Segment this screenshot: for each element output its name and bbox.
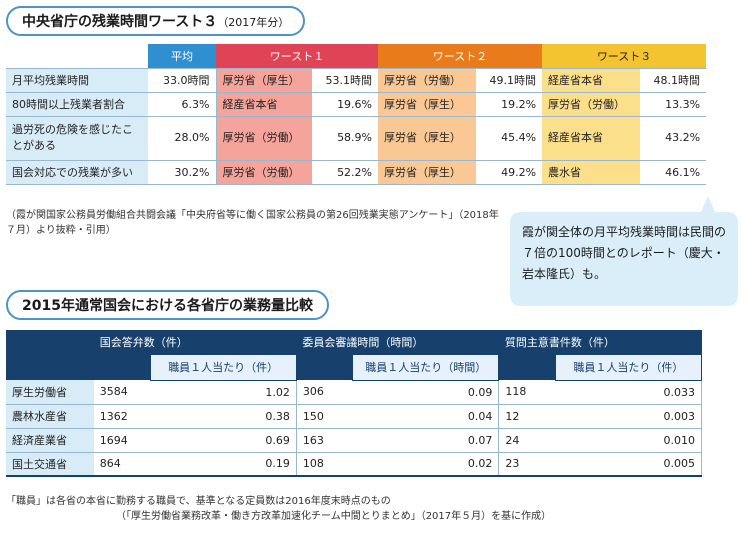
table1-source-note: （霞が関国家公務員労働組合共闘会議「中央府省等に働く国家公務員の第26回残業実態…: [6, 210, 499, 236]
hours-total: 108: [296, 452, 353, 477]
table-row: 80時間以上残業者割合 6.3% 経産省本省 19.6% 厚労省（厚生） 19.…: [6, 92, 707, 117]
note2-line2: （「厚生労働省業務改革・働き方改革加速化チーム中間とりまとめ」（2017年５月）…: [116, 511, 552, 522]
table2-title: 2015年通常国会における各省庁の業務量比較: [6, 290, 329, 320]
ministry-label: 厚生労働省: [6, 380, 94, 405]
worst3-ministry: 経産省本省: [542, 116, 641, 161]
answers-per-staff: 0.38: [150, 404, 297, 429]
answers-total: 1362: [93, 404, 151, 429]
worst3-value: 46.1%: [640, 160, 707, 185]
worst1-value: 52.2%: [312, 160, 379, 185]
worst1-value: 19.6%: [312, 92, 379, 117]
table-row: 月平均残業時間 33.0時間 厚労省（厚生） 53.1時間 厚労省（労働） 49…: [6, 68, 707, 93]
hours-per-staff: 0.09: [352, 380, 500, 405]
subheader-spacer: [93, 354, 151, 380]
worst1-ministry: 厚労省（厚生）: [216, 68, 312, 93]
worst2-ministry: 厚労省（労働）: [378, 68, 477, 93]
table-row: 過労死の危険を感じたことがある 28.0% 厚労省（労働） 58.9% 厚労省（…: [6, 116, 707, 161]
worst3-value: 48.1時間: [640, 68, 707, 93]
worst3-ministry: 厚労省（労働）: [542, 92, 641, 117]
worst3-ministry: 経産省本省: [542, 68, 641, 93]
overtime-worst3-table: 平均 ワースト１ ワースト２ ワースト３ 月平均残業時間 33.0時間 厚労省（…: [6, 44, 707, 185]
hours-total: 306: [296, 380, 353, 405]
hours-per-staff: 0.02: [352, 452, 500, 477]
worst2-value: 19.2%: [476, 92, 543, 117]
table2-header-blank: [6, 330, 94, 380]
table-row: 農林水産省 1362 0.38 150 0.04 12 0.003: [6, 404, 703, 429]
group-header-answers: 国会答弁数（件）: [93, 330, 297, 354]
worst1-value: 58.9%: [312, 116, 379, 161]
ministry-label: 国土交通省: [6, 452, 94, 477]
hours-total: 163: [296, 428, 353, 453]
subheader-per-staff: 職員１人当たり（時間）: [352, 353, 500, 381]
table1-header-row: 平均 ワースト１ ワースト２ ワースト３: [6, 44, 707, 69]
answers-per-staff: 0.69: [150, 428, 297, 453]
worst1-value: 53.1時間: [312, 68, 379, 93]
questions-per-staff: 0.003: [555, 404, 703, 429]
note2-line1: 「職員」は各省の本省に勤務する職員で、基準となる定員数は2016年度末時点のもの: [6, 496, 391, 507]
hours-per-staff: 0.07: [352, 428, 500, 453]
worst1-ministry: 厚労省（労働）: [216, 116, 312, 161]
row-label: 過労死の危険を感じたことがある: [6, 116, 148, 161]
workload-comparison-table: 国会答弁数（件） 委員会審議時間（時間） 質問主意書件数（件） 職員１人当たり（…: [6, 330, 703, 477]
header-worst3: ワースト３: [542, 44, 707, 69]
worst2-ministry: 厚労省（厚生）: [378, 116, 477, 161]
header-worst2: ワースト２: [378, 44, 543, 69]
avg-value: 30.2%: [148, 160, 217, 185]
questions-total: 12: [498, 404, 556, 429]
hours-total: 150: [296, 404, 353, 429]
table2-group-header-row: 国会答弁数（件） 委員会審議時間（時間） 質問主意書件数（件）: [6, 330, 702, 380]
table-row: 厚生労働省 3584 1.02 306 0.09 118 0.033: [6, 380, 703, 405]
worst3-value: 13.3%: [640, 92, 707, 117]
questions-per-staff: 0.010: [555, 428, 703, 453]
worst1-ministry: 厚労省（労働）: [216, 160, 312, 185]
worst2-value: 49.2%: [476, 160, 543, 185]
header-average: 平均: [148, 44, 216, 69]
questions-total: 24: [498, 428, 556, 453]
table1-title-main: 中央省庁の残業時間ワースト３: [22, 14, 218, 30]
ministry-label: 経済産業省: [6, 428, 94, 453]
answers-per-staff: 1.02: [150, 380, 297, 405]
questions-total: 118: [498, 380, 556, 405]
speech-bubble-tail: [700, 196, 716, 214]
worst3-ministry: 農水省: [542, 160, 641, 185]
group-header-committee-hours: 委員会審議時間（時間）: [296, 330, 499, 354]
avg-value: 33.0時間: [148, 68, 217, 93]
subheader-per-staff: 職員１人当たり（件）: [554, 353, 703, 381]
group-header-questions: 質問主意書件数（件）: [498, 330, 702, 354]
table-row: 経済産業省 1694 0.69 163 0.07 24 0.010: [6, 428, 703, 453]
questions-total: 23: [498, 452, 556, 477]
avg-value: 6.3%: [148, 92, 217, 117]
header-worst1: ワースト１: [216, 44, 379, 69]
speech-bubble: 霞が関全体の月平均残業時間は民間の７倍の100時間とのレポート（慶大・岩本隆氏）…: [510, 212, 738, 306]
answers-total: 864: [93, 452, 151, 477]
ministry-label: 農林水産省: [6, 404, 94, 429]
questions-per-staff: 0.033: [555, 380, 703, 405]
subheader-per-staff: 職員１人当たり（件）: [149, 353, 297, 381]
table1-title-sub: （2017年分）: [217, 16, 290, 29]
hours-per-staff: 0.04: [352, 404, 500, 429]
table-row: 国会対応での残業が多い 30.2% 厚労省（労働） 52.2% 厚労省（厚生） …: [6, 160, 707, 185]
answers-total: 3584: [93, 380, 151, 405]
worst3-value: 43.2%: [640, 116, 707, 161]
row-label: 国会対応での残業が多い: [6, 160, 148, 185]
row-label: 80時間以上残業者割合: [6, 92, 148, 117]
avg-value: 28.0%: [148, 116, 217, 161]
worst2-value: 45.4%: [476, 116, 543, 161]
worst1-ministry: 経産省本省: [216, 92, 312, 117]
subheader-spacer: [498, 354, 556, 380]
table2-subheader-row: 職員１人当たり（件） 職員１人当たり（時間） 職員１人当たり（件）: [6, 353, 703, 381]
table1-header-blank: [6, 44, 148, 69]
worst2-ministry: 厚労省（厚生）: [378, 92, 477, 117]
worst2-ministry: 厚労省（厚生）: [378, 160, 477, 185]
answers-per-staff: 0.19: [150, 452, 297, 477]
table2-source-note: 「職員」は各省の本省に勤務する職員で、基準となる定員数は2016年度末時点のもの…: [6, 494, 736, 524]
table-row: 国土交通省 864 0.19 108 0.02 23 0.005: [6, 452, 703, 477]
questions-per-staff: 0.005: [555, 452, 703, 477]
subheader-spacer: [296, 354, 353, 380]
answers-total: 1694: [93, 428, 151, 453]
table1-title: 中央省庁の残業時間ワースト３（2017年分）: [6, 6, 306, 36]
worst2-value: 49.1時間: [476, 68, 543, 93]
row-label: 月平均残業時間: [6, 68, 148, 93]
